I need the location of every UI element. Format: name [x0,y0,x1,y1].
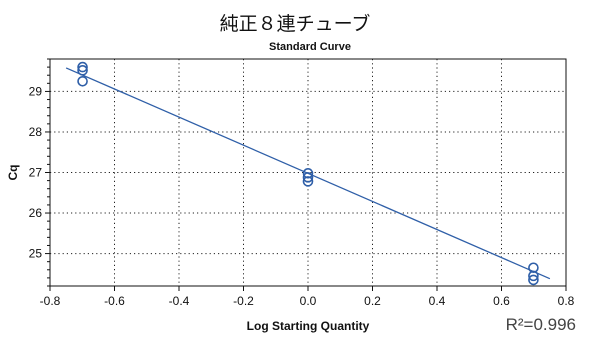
data-point [528,262,539,274]
y-tick-label: 26 [29,206,43,220]
x-tick-label: -0.2 [233,294,254,308]
grid-layer [50,59,566,286]
data-point [302,168,314,179]
x-tick-label: 0.0 [300,294,317,308]
x-tick-label: 0.2 [364,294,381,308]
x-tick-label: 0.6 [493,294,510,308]
x-tick-label: 0.4 [429,294,446,308]
x-tick-label: 0.8 [558,294,575,308]
x-tick-label: -0.6 [104,294,125,308]
data-point [77,75,88,87]
data-point [528,274,539,286]
data-point [77,61,88,73]
y-tick-label: 25 [29,247,43,261]
y-tick-label: 27 [29,166,43,180]
data-point [302,176,314,187]
y-tick-label: 28 [29,125,43,139]
point-layer [77,61,539,286]
x-axis-label: Log Starting Quantity [247,319,370,333]
chart-title: Standard Curve [269,41,351,53]
x-tick-label: -0.8 [40,294,61,308]
x-tick-label: -0.4 [169,294,190,308]
tick-layer: -0.8 -0.6 -0.4 -0.2 0.0 0.2 0.4 0.6 0.8 25 26 27 28 2… [29,58,575,308]
r-squared-label: R²=0.996 [505,315,576,334]
y-tick-label: 29 [29,84,43,98]
y-axis-label: Cq [6,165,20,181]
data-point [302,172,314,183]
data-point [528,270,539,282]
figure-title: 純正８連チューブ [219,13,371,35]
data-point [77,65,88,76]
